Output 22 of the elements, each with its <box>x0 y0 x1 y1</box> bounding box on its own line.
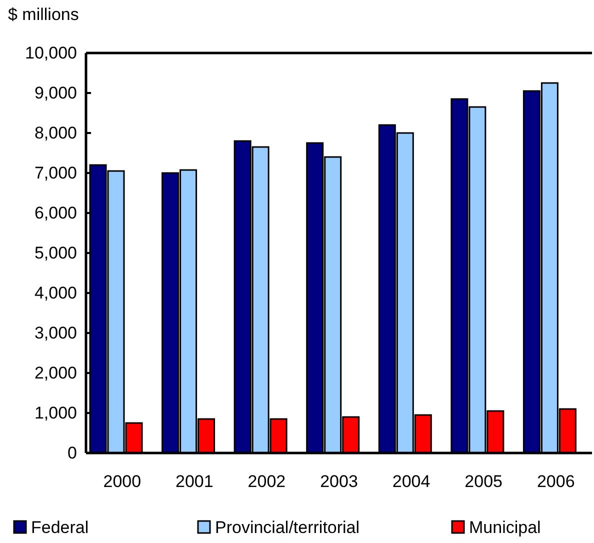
x-tick-label: 2005 <box>464 472 502 492</box>
x-tick-label: 2003 <box>320 472 358 492</box>
y-tick-label: 4,000 <box>34 283 77 302</box>
legend-label: Federal <box>31 518 89 537</box>
x-tick-label: 2001 <box>176 472 214 492</box>
y-axis-title: $ millions <box>8 5 79 24</box>
x-tick-label: 2006 <box>536 472 575 492</box>
y-tick-label: 9,000 <box>34 83 77 102</box>
y-tick-label: 6,000 <box>34 203 77 222</box>
y-tick-label: 3,000 <box>34 323 77 342</box>
x-tick-label: 2004 <box>392 472 430 492</box>
y-tick-label: 5,000 <box>34 243 77 262</box>
y-tick-label: 7,000 <box>34 163 77 182</box>
legend-label: Municipal <box>469 518 541 537</box>
y-tick-label: 1,000 <box>34 403 77 422</box>
x-tick-label: 2000 <box>103 472 142 492</box>
y-tick-label: 10,000 <box>25 43 77 62</box>
y-tick-label: 2,000 <box>34 363 77 382</box>
y-tick-label: 8,000 <box>34 123 77 142</box>
legend-label: Provincial/territorial <box>215 518 360 537</box>
x-tick-label: 2002 <box>248 472 286 492</box>
y-tick-label: 0 <box>68 443 77 462</box>
